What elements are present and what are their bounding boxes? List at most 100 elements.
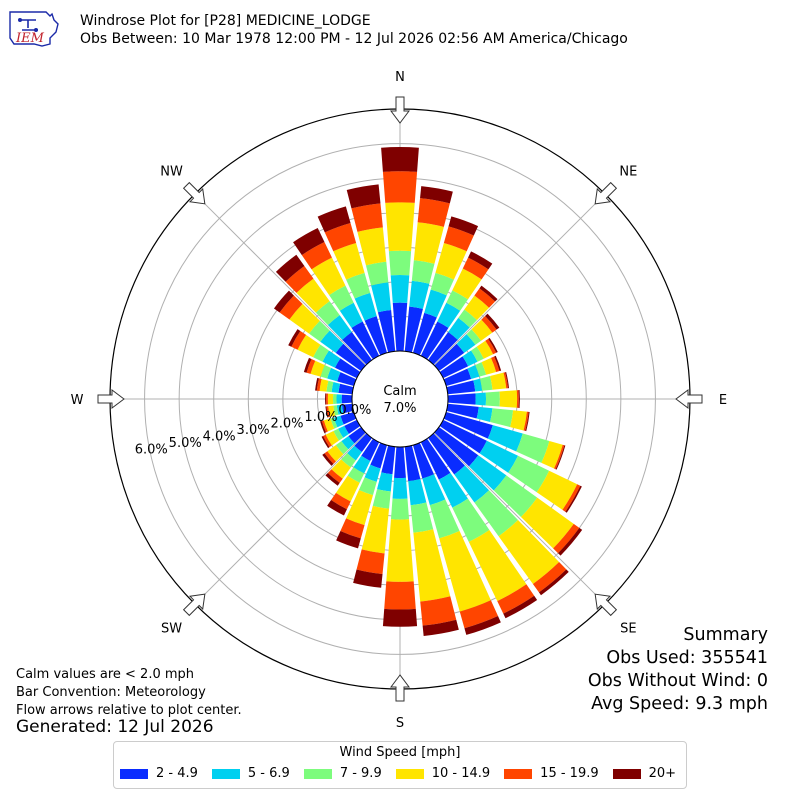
- legend-item: 7 - 9.9: [303, 766, 382, 781]
- wind-bar-segment: [319, 379, 329, 392]
- wind-bar-segment: [340, 518, 365, 539]
- wind-bar-segment: [301, 242, 332, 270]
- wind-bar-segment: [315, 377, 319, 391]
- wind-bar-segment: [428, 433, 465, 475]
- wind-bar-segment: [327, 469, 343, 483]
- wind-bar-segment: [323, 418, 335, 432]
- plot-title-block: Windrose Plot for [P28] MEDICINE_LODGE O…: [80, 12, 628, 48]
- wind-bar-segment: [430, 272, 454, 296]
- flow-arrow-icon: [182, 593, 206, 617]
- wind-bar-segment: [347, 467, 365, 483]
- radial-tick-label: 4.0%: [203, 430, 236, 445]
- wind-bar-segment: [412, 312, 437, 356]
- wind-bar-segment: [490, 372, 507, 390]
- wind-bar-segment: [327, 445, 344, 462]
- legend-item: 10 - 14.9: [395, 766, 491, 781]
- wind-bar-segment: [332, 393, 337, 405]
- wind-bar-segment: [339, 302, 363, 328]
- flow-arrow-icon: [594, 593, 618, 617]
- flow-arrow-icon: [594, 181, 618, 205]
- wind-bar-segment: [439, 530, 491, 612]
- wind-bar-segment: [523, 411, 529, 431]
- compass-label: SW: [161, 621, 182, 636]
- wind-bar-segment: [356, 549, 385, 575]
- wind-bar-segment: [324, 222, 357, 252]
- grid-spoke: [194, 193, 367, 366]
- wind-bar-segment: [422, 619, 459, 636]
- wind-bar-segment: [525, 411, 530, 432]
- wind-bar-segment: [313, 344, 329, 362]
- wind-bar-segment: [476, 406, 493, 422]
- flow-note: Flow arrows relative to plot center.: [16, 703, 242, 718]
- wind-bar-segment: [541, 440, 563, 469]
- wind-bar-segment: [503, 372, 508, 389]
- wind-bar-segment: [420, 596, 457, 626]
- wind-bar-segment: [446, 380, 476, 395]
- obs-range: Obs Between: 10 Mar 1978 12:00 PM - 12 J…: [80, 31, 628, 47]
- wind-bar-segment: [320, 330, 344, 353]
- wind-bar-segment: [306, 359, 316, 374]
- legend-item: 2 - 4.9: [120, 766, 198, 781]
- wind-bar-segment: [327, 500, 347, 516]
- legend-swatch: [612, 768, 641, 779]
- wind-bar-segment: [320, 365, 332, 379]
- calm-label: Calm: [383, 384, 416, 399]
- wind-bar-segment: [344, 419, 361, 434]
- wind-bar-segment: [439, 419, 487, 454]
- wind-bar-segment: [390, 274, 410, 303]
- legend-label: 2 - 4.9: [156, 766, 198, 781]
- wind-bar-segment: [364, 464, 381, 482]
- generated-date: Generated: 12 Jul 2026: [16, 717, 214, 737]
- wind-bar-segment: [452, 498, 490, 542]
- wind-bar-segment: [382, 608, 418, 627]
- wind-bar-segment: [364, 316, 388, 356]
- wind-bar-segment: [456, 334, 476, 353]
- wind-bar-segment: [481, 315, 497, 333]
- avg-speed: Avg Speed: 9.3 mph: [591, 694, 768, 714]
- wind-bar-segment: [279, 295, 303, 320]
- legend-items: 2 - 4.9 5 - 6.9 7 - 9.9 10 - 14.9 15 - 19.9 2…: [120, 766, 676, 781]
- wind-bar-segment: [351, 203, 383, 232]
- wind-bar-segment: [498, 519, 560, 584]
- wind-bar-segment: [555, 445, 566, 470]
- radial-tick-label: 3.0%: [237, 423, 270, 438]
- wind-bar-segment: [329, 285, 354, 311]
- wind-bar-segment: [459, 600, 498, 629]
- wind-bar-segment: [377, 472, 393, 492]
- legend-label: 5 - 6.9: [247, 766, 290, 781]
- wind-bar-segment: [490, 408, 514, 428]
- wind-bar-segment: [289, 303, 320, 334]
- wind-bar-segment: [468, 251, 493, 270]
- wind-bar-segment: [516, 433, 550, 463]
- wind-bar-segment: [409, 280, 430, 309]
- grid-spoke: [433, 193, 606, 366]
- wind-bar-segment: [553, 523, 580, 554]
- summary-title: Summary: [683, 625, 768, 645]
- wind-bar-segment: [471, 346, 484, 362]
- flow-arrow-icon: [97, 389, 125, 409]
- wind-bar-segment: [499, 390, 518, 408]
- wind-bar-segment: [411, 260, 435, 284]
- compass-label: NE: [619, 165, 637, 180]
- wind-bar-segment: [293, 228, 325, 256]
- wind-bar-segment: [291, 331, 307, 350]
- wind-bar-segment: [491, 356, 500, 372]
- legend-swatch: [395, 768, 424, 779]
- wind-bar-segment: [538, 569, 569, 596]
- wind-bar-segment: [475, 392, 487, 406]
- legend-label: 10 - 14.9: [431, 766, 491, 781]
- wind-bar-segment: [315, 301, 340, 326]
- calm-definition: Calm values are < 2.0 mph: [16, 667, 195, 682]
- wind-bar-segment: [480, 376, 493, 391]
- bar-convention: Bar Convention: Meteorology: [16, 685, 206, 700]
- wind-bar-segment: [346, 490, 373, 526]
- wind-bar-segment: [485, 391, 500, 407]
- wind-bar-segment: [337, 372, 357, 387]
- legend-swatch: [303, 768, 332, 779]
- wind-bar-segment: [297, 334, 321, 358]
- legend-item: 20+: [612, 766, 676, 781]
- flow-arrow-icon: [390, 96, 410, 124]
- wind-bar-segment: [558, 527, 583, 556]
- compass-label: SE: [620, 621, 636, 636]
